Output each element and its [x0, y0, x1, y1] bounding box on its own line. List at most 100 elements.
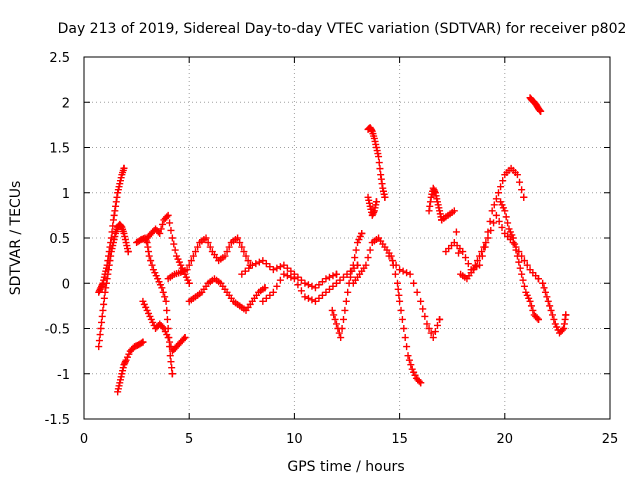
data-point — [259, 297, 267, 305]
data-point — [163, 213, 171, 221]
data-point — [527, 302, 535, 310]
data-point — [533, 314, 541, 322]
data-point — [427, 329, 435, 337]
data-point — [159, 288, 167, 296]
data-point — [358, 229, 366, 237]
series-sat-i — [238, 257, 340, 292]
data-point — [389, 257, 397, 265]
data-point — [280, 261, 288, 269]
data-point — [368, 126, 376, 134]
x-tick-label: 25 — [602, 432, 619, 447]
data-point — [372, 198, 380, 206]
data-point — [287, 273, 295, 281]
series-sat-u — [539, 279, 570, 337]
data-point — [163, 315, 171, 323]
data-point — [105, 266, 113, 274]
data-point — [452, 228, 460, 236]
data-point — [276, 263, 284, 271]
chart-title: Day 213 of 2019, Sidereal Day-to-day VTE… — [58, 21, 627, 37]
data-point — [97, 325, 105, 332]
data-point — [375, 153, 383, 161]
data-point — [375, 159, 383, 167]
data-point — [405, 356, 413, 364]
data-point — [376, 165, 384, 173]
data-point — [516, 264, 524, 272]
data-point — [262, 294, 270, 302]
data-point — [168, 234, 176, 242]
data-point — [364, 254, 372, 262]
data-point — [558, 326, 566, 334]
data-point — [462, 254, 470, 262]
data-point — [352, 246, 360, 254]
data-point — [266, 291, 274, 299]
data-point — [484, 234, 492, 242]
data-point — [236, 239, 244, 247]
data-point — [223, 248, 231, 256]
data-point — [138, 339, 146, 347]
data-point — [110, 211, 118, 219]
data-point — [541, 288, 549, 296]
data-point — [488, 207, 496, 215]
data-point — [519, 276, 527, 284]
data-point — [419, 305, 427, 313]
data-point — [534, 315, 542, 323]
series-sat-r — [442, 211, 542, 283]
data-point — [377, 171, 385, 179]
data-point — [112, 198, 120, 206]
data-point — [100, 300, 108, 308]
data-point — [276, 276, 284, 284]
y-tick-label: 2 — [62, 96, 70, 111]
data-point — [335, 329, 343, 337]
data-point — [562, 311, 570, 319]
data-point — [476, 261, 484, 269]
data-point — [413, 288, 421, 296]
data-point — [183, 266, 191, 274]
data-point — [543, 293, 551, 301]
data-point — [344, 288, 352, 296]
data-point — [318, 291, 326, 299]
data-point — [139, 338, 147, 346]
data-point — [391, 270, 399, 278]
data-point — [162, 297, 170, 305]
data-point — [393, 279, 401, 287]
series-sat-n — [349, 234, 425, 387]
data-point — [244, 257, 252, 265]
data-point — [311, 297, 319, 305]
data-point — [425, 325, 433, 332]
series-sat-f — [139, 297, 189, 355]
data-point — [426, 198, 434, 206]
data-point — [304, 294, 312, 302]
data-point — [315, 294, 323, 302]
data-point — [164, 334, 172, 342]
y-tick-label: -1 — [57, 368, 70, 383]
x-tick-label: 15 — [391, 432, 408, 447]
data-point — [187, 257, 195, 265]
y-tick-label: 1 — [62, 187, 70, 202]
y-tick-label: 1.5 — [49, 142, 70, 157]
data-point — [473, 257, 481, 265]
data-point — [518, 270, 526, 278]
data-point — [370, 208, 378, 216]
data-point — [548, 311, 556, 319]
data-point — [560, 325, 568, 332]
data-point — [526, 297, 534, 305]
data-point — [341, 306, 349, 314]
data-point — [520, 193, 528, 201]
data-point — [315, 281, 323, 289]
data-point — [481, 243, 489, 251]
series-sat-b — [95, 220, 132, 351]
data-point — [339, 315, 347, 323]
data-point — [273, 264, 281, 272]
data-point — [520, 257, 528, 265]
data-point — [455, 249, 463, 257]
data-point — [144, 243, 152, 251]
data-point — [113, 193, 121, 201]
data-point — [147, 257, 155, 265]
data-point — [381, 193, 389, 201]
series-sat-g — [164, 234, 254, 283]
data-point — [180, 335, 188, 343]
data-point — [478, 252, 486, 260]
data-point — [242, 252, 250, 260]
x-tick-label: 0 — [80, 432, 88, 447]
